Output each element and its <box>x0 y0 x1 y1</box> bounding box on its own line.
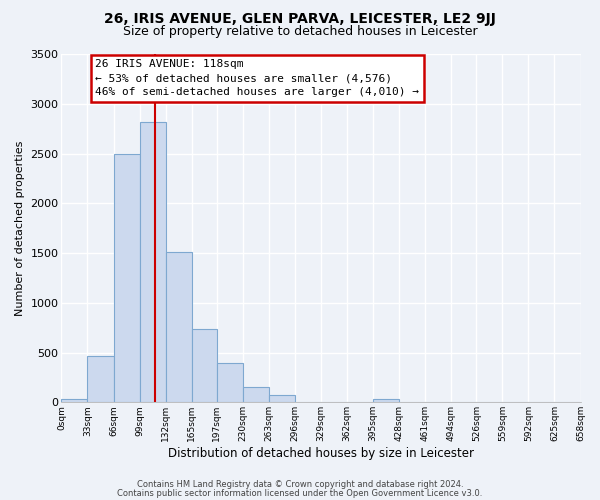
Bar <box>269 396 295 402</box>
Text: Size of property relative to detached houses in Leicester: Size of property relative to detached ho… <box>122 25 478 38</box>
Y-axis label: Number of detached properties: Number of detached properties <box>15 140 25 316</box>
Text: Contains HM Land Registry data © Crown copyright and database right 2024.: Contains HM Land Registry data © Crown c… <box>137 480 463 489</box>
Bar <box>373 400 399 402</box>
Bar <box>191 328 217 402</box>
Bar <box>88 356 113 403</box>
X-axis label: Distribution of detached houses by size in Leicester: Distribution of detached houses by size … <box>168 447 474 460</box>
Bar <box>166 252 191 402</box>
Bar <box>217 364 243 403</box>
Bar <box>243 388 269 402</box>
Text: 26, IRIS AVENUE, GLEN PARVA, LEICESTER, LE2 9JJ: 26, IRIS AVENUE, GLEN PARVA, LEICESTER, … <box>104 12 496 26</box>
Bar <box>140 122 166 402</box>
Text: 26 IRIS AVENUE: 118sqm
← 53% of detached houses are smaller (4,576)
46% of semi-: 26 IRIS AVENUE: 118sqm ← 53% of detached… <box>95 59 419 97</box>
Bar <box>113 154 140 402</box>
Bar <box>61 400 88 402</box>
Text: Contains public sector information licensed under the Open Government Licence v3: Contains public sector information licen… <box>118 488 482 498</box>
